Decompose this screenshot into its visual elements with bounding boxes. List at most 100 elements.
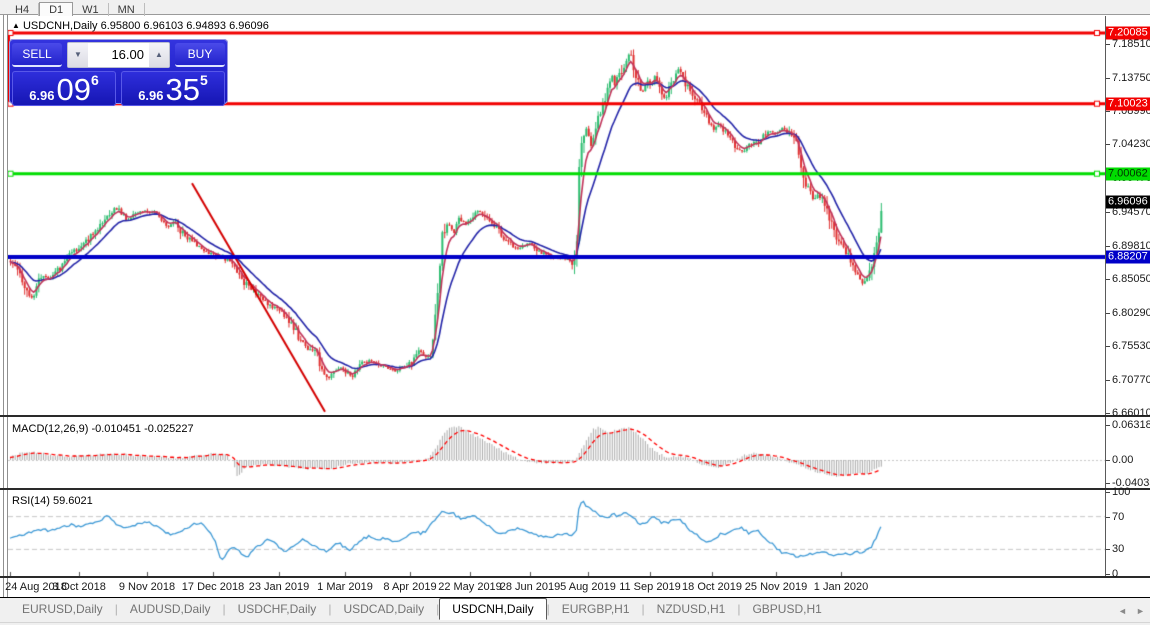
chart-tab-usdchf[interactable]: USDCHF,Daily — [237, 602, 317, 616]
buy-price-pips: 35 — [165, 72, 200, 107]
tab-separator: | — [546, 602, 550, 616]
sell-price-point: 6 — [91, 72, 99, 88]
macd-tick-mark — [1106, 483, 1110, 484]
timeframe-toolbar: H4 D1 W1 MN — [0, 0, 1150, 17]
separator-macd-rsi[interactable] — [0, 488, 1150, 490]
time-axis-label: 3 Oct 2018 — [52, 581, 106, 593]
tabbar-top-border — [0, 597, 1150, 598]
price-badge: 6.96096 — [1106, 195, 1150, 209]
price-badge: 6.88207 — [1106, 250, 1150, 264]
window-border-left-inner — [7, 15, 8, 597]
sell-price-pips: 09 — [56, 72, 91, 107]
price-tick-label: 7.13750 — [1112, 71, 1150, 84]
trade-panel-top-row: SELL ▼ 16.00 ▲ BUY — [12, 42, 225, 68]
separator-main-macd[interactable] — [0, 415, 1150, 417]
rsi-tick-mark — [1106, 516, 1110, 518]
buy-price-prefix: 6.96 — [138, 88, 164, 103]
tab-separator: | — [641, 602, 645, 616]
chart-ohlc-values: 6.95800 6.96103 6.94893 6.96096 — [100, 20, 269, 32]
trade-panel-price-row: 6.96 09 6 6.96 35 5 — [12, 71, 225, 106]
time-axis-label: 9 Nov 2018 — [118, 581, 176, 593]
macd-tick-mark — [1106, 425, 1110, 426]
price-tick-label: 6.66010 — [1112, 407, 1150, 419]
chart-tab-audusd[interactable]: AUDUSD,Daily — [129, 602, 211, 616]
macd-label: MACD(12,26,9) -0.010451 -0.025227 — [12, 423, 194, 435]
chart-tab-eurusd[interactable]: EURUSD,Daily — [22, 602, 103, 616]
time-axis-label: 8 Apr 2019 — [383, 581, 437, 593]
chart-tab-bar: EURUSD,Daily | AUDUSD,Daily | USDCHF,Daily | U… — [0, 598, 1150, 622]
time-axis-label: 5 Aug 2019 — [560, 581, 616, 593]
volume-decrease-icon[interactable]: ▼ — [68, 43, 88, 67]
rsi-tick-mark — [1106, 574, 1110, 575]
price-tick-label: 6.89810 — [1112, 239, 1150, 252]
price-badge: 7.00062 — [1106, 167, 1150, 181]
buy-price-point: 5 — [200, 72, 208, 88]
price-badge: 7.10023 — [1106, 97, 1150, 111]
timeframe-tab-w1[interactable]: W1 — [73, 3, 109, 17]
time-axis-label: 28 Jun 2019 — [499, 581, 561, 593]
price-tick-label: 6.70770 — [1112, 373, 1150, 386]
sell-price-prefix: 6.96 — [29, 88, 55, 103]
volume-increase-icon[interactable]: ▲ — [149, 43, 169, 67]
chart-tab-usdcad[interactable]: USDCAD,Daily — [343, 602, 425, 616]
chart-symbol-label: USDCNH,Daily — [22, 20, 98, 32]
tab-separator: | — [436, 602, 440, 616]
sell-button[interactable]: SELL — [12, 43, 62, 67]
chart-title: ▲ USDCNH,Daily 6.95800 6.96103 6.94893 6… — [12, 20, 269, 32]
tab-separator: | — [114, 602, 118, 616]
rsi-indicator-canvas[interactable] — [8, 490, 1105, 576]
time-axis-label: 22 May 2019 — [438, 581, 502, 593]
volume-input[interactable]: 16.00 — [111, 47, 144, 62]
rsi-label: RSI(14) 59.6021 — [12, 495, 93, 507]
macd-indicator-canvas[interactable] — [8, 418, 1105, 487]
timeframe-tab-h4[interactable]: H4 — [6, 3, 40, 17]
time-axis-label: 1 Mar 2019 — [317, 581, 373, 593]
sell-price-button[interactable]: 6.96 09 6 — [12, 71, 116, 106]
chart-tab-usdcnh[interactable]: USDCNH,Daily — [439, 598, 547, 620]
timeframe-tab-d1[interactable]: D1 — [39, 2, 74, 17]
price-tick-mark — [1106, 144, 1110, 146]
rsi-axis-label: 30 — [1112, 543, 1125, 556]
price-tick-label: 6.75530 — [1112, 340, 1150, 353]
chart-tab-nzdusd[interactable]: NZDUSD,H1 — [656, 602, 726, 616]
rsi-tick-mark — [1106, 549, 1110, 551]
timeframe-tab-mn[interactable]: MN — [109, 3, 145, 17]
rsi-axis-label: 0 — [1112, 568, 1119, 580]
time-axis-label: 17 Dec 2018 — [181, 581, 245, 593]
chart-tab-eurgbp[interactable]: EURGBP,H1 — [561, 602, 630, 616]
tab-scroll-right-icon[interactable]: ► — [1136, 606, 1145, 616]
tab-scroll-left-icon[interactable]: ◄ — [1118, 606, 1127, 616]
price-tick-mark — [1106, 413, 1110, 414]
buy-price-button[interactable]: 6.96 35 5 — [121, 71, 225, 106]
tab-separator: | — [222, 602, 226, 616]
price-badge: 7.20085 — [1106, 26, 1150, 40]
price-tick-mark — [1106, 312, 1110, 314]
separator-rsi-timeaxis — [0, 576, 1150, 578]
buy-button[interactable]: BUY — [175, 43, 225, 67]
time-axis-label: 23 Jan 2019 — [248, 581, 310, 593]
price-tick-mark — [1106, 77, 1110, 79]
tab-separator: | — [737, 602, 741, 616]
macd-tick-mark — [1106, 460, 1110, 461]
price-tick-label: 6.85050 — [1112, 273, 1150, 286]
price-tick-label: 6.80290 — [1112, 306, 1150, 319]
price-axis-line — [1105, 16, 1106, 578]
symbol-marker-icon: ▲ — [12, 21, 20, 30]
window-border-left-outer — [3, 15, 4, 597]
price-tick-mark — [1106, 245, 1110, 247]
volume-spinner: ▼ 16.00 ▲ — [67, 42, 170, 68]
price-tick-label: 7.18510 — [1112, 38, 1150, 51]
time-axis-label: 18 Oct 2019 — [682, 581, 742, 593]
tab-separator: | — [328, 602, 332, 616]
price-tick-mark — [1106, 379, 1110, 381]
chart-tab-gbpusd[interactable]: GBPUSD,H1 — [752, 602, 822, 616]
rsi-axis-label: 100 — [1112, 486, 1131, 498]
time-axis-label: 24 Aug 2018 — [5, 581, 67, 593]
price-tick-mark — [1106, 44, 1110, 46]
price-tick-mark — [1106, 110, 1110, 112]
price-tick-mark — [1106, 212, 1110, 214]
rsi-axis-label: 70 — [1112, 510, 1125, 523]
time-axis-label: 11 Sep 2019 — [619, 581, 681, 593]
price-tick-label: 7.04230 — [1112, 138, 1150, 151]
